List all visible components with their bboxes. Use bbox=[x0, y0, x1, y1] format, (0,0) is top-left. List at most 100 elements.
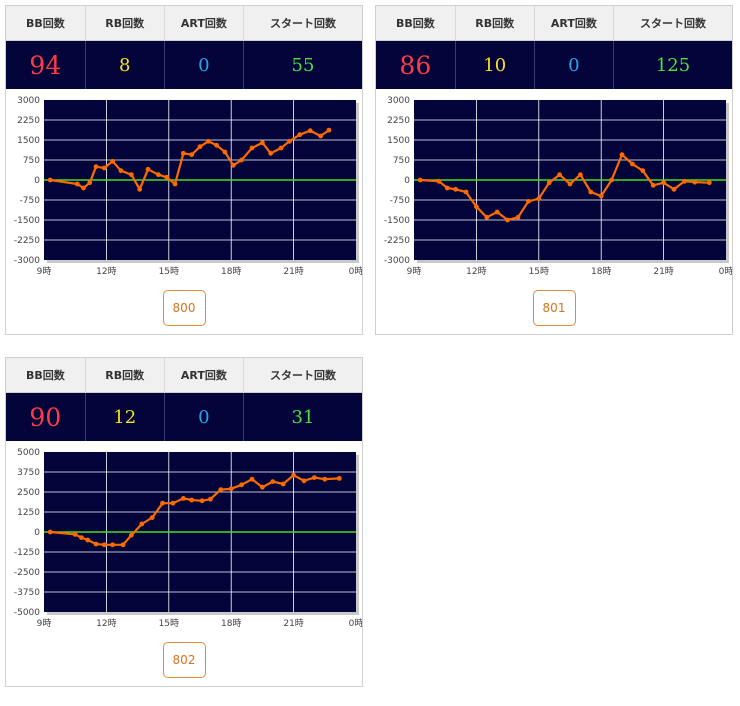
data-point bbox=[79, 535, 84, 540]
data-point bbox=[297, 132, 303, 138]
x-tick-label: 9時 bbox=[37, 266, 52, 277]
data-point bbox=[101, 542, 107, 548]
data-point bbox=[47, 177, 53, 183]
data-point bbox=[205, 138, 211, 144]
data-point bbox=[87, 180, 93, 186]
data-point bbox=[180, 150, 186, 156]
y-tick-label: -1500 bbox=[14, 216, 40, 226]
data-point bbox=[197, 144, 203, 150]
data-point bbox=[239, 482, 245, 488]
data-point bbox=[536, 196, 542, 202]
data-point bbox=[287, 138, 292, 144]
data-point bbox=[436, 178, 442, 184]
stats-table: BB回数 RB回数 ART回数 スタート回数 86 10 0 125 bbox=[376, 6, 732, 89]
data-point bbox=[567, 181, 573, 187]
data-point bbox=[93, 164, 99, 170]
data-point bbox=[463, 189, 469, 195]
data-point bbox=[280, 481, 286, 487]
y-tick-label: 0 bbox=[34, 176, 40, 186]
data-point bbox=[128, 532, 134, 538]
y-tick-label: 2500 bbox=[17, 488, 40, 498]
y-tick-label: 1500 bbox=[17, 136, 40, 146]
data-point bbox=[494, 209, 500, 215]
y-tick-label: 1250 bbox=[17, 508, 40, 518]
art-count: 0 bbox=[164, 40, 245, 89]
y-tick-label: -2250 bbox=[384, 236, 410, 246]
bb-header: BB回数 bbox=[6, 358, 86, 393]
art-header: ART回数 bbox=[164, 6, 245, 41]
x-tick-label: 15時 bbox=[529, 266, 549, 277]
data-point bbox=[484, 214, 490, 220]
data-point bbox=[630, 161, 635, 167]
y-tick-label: -5000 bbox=[14, 608, 40, 618]
y-tick-label: -3000 bbox=[384, 256, 410, 266]
data-point bbox=[505, 217, 510, 223]
machine-number-button[interactable]: 802 bbox=[162, 642, 206, 678]
data-point bbox=[578, 172, 583, 178]
data-point bbox=[120, 542, 126, 548]
data-point bbox=[189, 497, 195, 503]
data-point bbox=[110, 542, 116, 548]
bb-count: 90 bbox=[6, 392, 86, 441]
rb-count: 8 bbox=[85, 40, 165, 89]
data-point bbox=[81, 185, 86, 191]
data-point bbox=[110, 158, 116, 164]
data-point bbox=[268, 150, 274, 156]
data-point bbox=[598, 193, 604, 199]
data-point bbox=[118, 168, 124, 174]
machine-card-800: BB回数 RB回数 ART回数 スタート回数 94 8 0 55 9時 12時 15… bbox=[5, 5, 363, 335]
y-tick-label: 0 bbox=[34, 528, 40, 538]
y-tick-label: 1500 bbox=[387, 136, 410, 146]
y-tick-label: 3000 bbox=[17, 96, 40, 106]
data-point bbox=[671, 186, 677, 192]
machine-number-button[interactable]: 800 bbox=[162, 290, 206, 326]
x-tick-label: 21時 bbox=[283, 618, 303, 629]
bb-count: 94 bbox=[6, 40, 86, 89]
data-point bbox=[47, 529, 53, 535]
data-point bbox=[164, 174, 170, 180]
y-tick-label: 2250 bbox=[387, 116, 410, 126]
x-tick-label: 18時 bbox=[221, 618, 241, 629]
data-point bbox=[139, 521, 145, 527]
data-point bbox=[230, 162, 236, 168]
y-tick-label: 5000 bbox=[17, 448, 40, 458]
y-tick-label: 3000 bbox=[387, 96, 410, 106]
y-tick-label: -1250 bbox=[14, 548, 40, 558]
data-point bbox=[619, 152, 625, 158]
data-point bbox=[307, 128, 313, 134]
data-point bbox=[156, 172, 161, 178]
series-line bbox=[420, 153, 710, 222]
x-tick-label: 12時 bbox=[466, 266, 486, 277]
data-point bbox=[199, 498, 205, 504]
data-point bbox=[301, 478, 307, 484]
data-point bbox=[93, 541, 99, 547]
data-point bbox=[546, 180, 552, 186]
data-point bbox=[270, 479, 276, 484]
data-point bbox=[137, 186, 143, 192]
data-point bbox=[640, 168, 646, 174]
data-point bbox=[453, 186, 458, 192]
data-point bbox=[260, 140, 265, 146]
data-point bbox=[222, 149, 228, 155]
data-point bbox=[322, 476, 328, 482]
machine-card-802: BB回数 RB回数 ART回数 スタート回数 90 12 0 31 9時 12時 1… bbox=[5, 357, 363, 687]
y-tick-label: 750 bbox=[23, 156, 40, 166]
start-count: 55 bbox=[243, 40, 362, 89]
y-tick-label: 750 bbox=[393, 156, 410, 166]
x-tick-label: 12時 bbox=[96, 266, 116, 277]
data-point bbox=[74, 181, 80, 187]
data-point bbox=[661, 180, 666, 186]
data-point bbox=[172, 181, 178, 187]
data-point bbox=[444, 185, 450, 191]
data-point bbox=[526, 198, 531, 204]
y-tick-label: -750 bbox=[20, 196, 41, 206]
data-point bbox=[474, 204, 479, 210]
y-tick-label: 2250 bbox=[17, 116, 40, 126]
machine-number-button[interactable]: 801 bbox=[532, 290, 576, 326]
data-point bbox=[278, 145, 284, 151]
x-tick-label: 0時 bbox=[719, 266, 732, 277]
data-point bbox=[72, 532, 78, 537]
data-point bbox=[149, 515, 155, 520]
y-tick-label: -2250 bbox=[14, 236, 40, 246]
x-tick-label: 15時 bbox=[159, 618, 179, 629]
